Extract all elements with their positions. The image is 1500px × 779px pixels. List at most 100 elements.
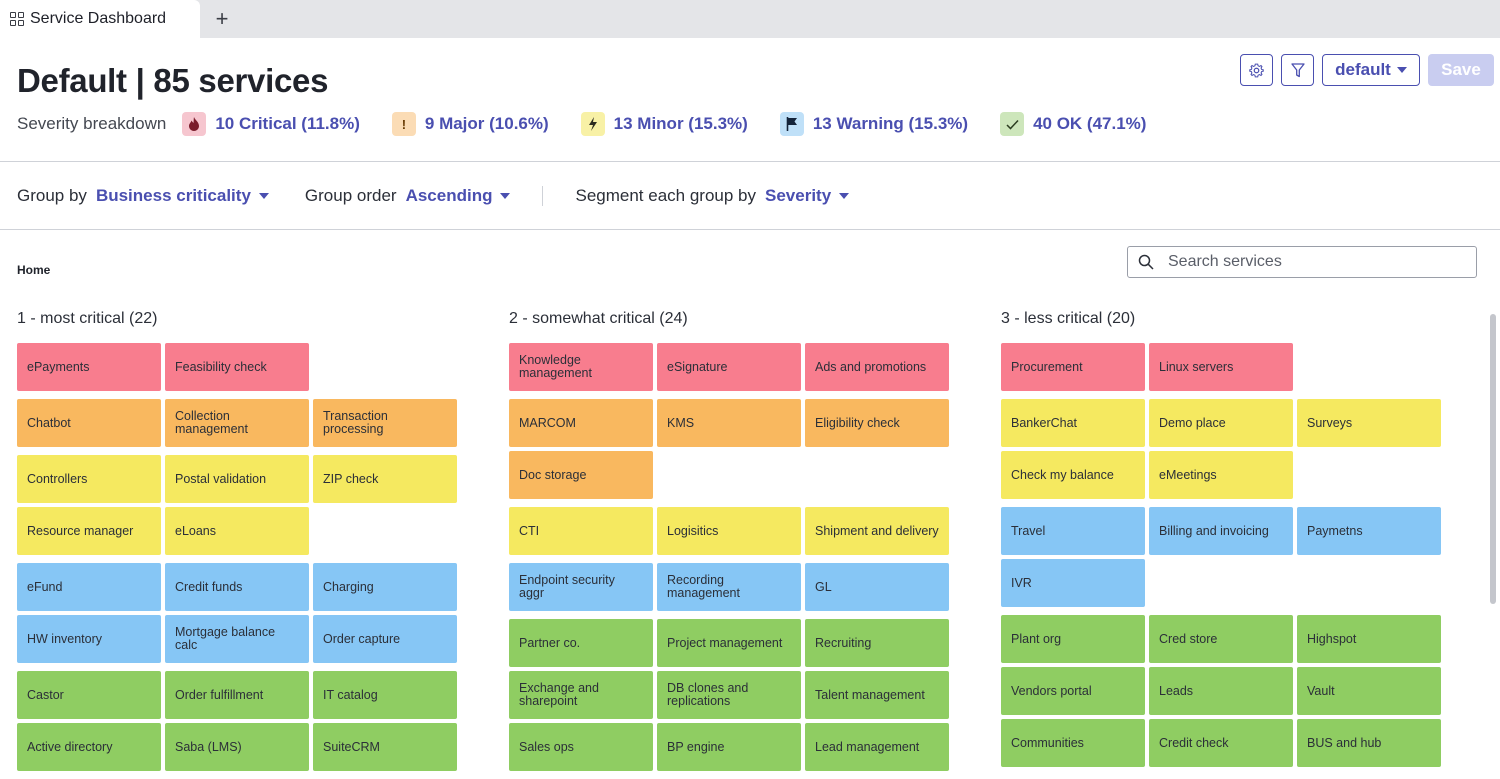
service-tile[interactable]: Eligibility check xyxy=(805,399,949,447)
service-tile[interactable]: eFund xyxy=(17,563,161,611)
severity-breakdown-label: Severity breakdown xyxy=(17,114,167,133)
service-tile[interactable]: HW inventory xyxy=(17,615,161,663)
service-tile[interactable]: Feasibility check xyxy=(165,343,309,391)
service-tile[interactable]: BankerChat xyxy=(1001,399,1145,447)
grid-icon xyxy=(10,12,24,26)
service-tile[interactable]: SuiteCRM xyxy=(313,723,457,771)
service-tile[interactable]: Resource manager xyxy=(17,507,161,555)
service-tile[interactable]: Logisitics xyxy=(657,507,801,555)
service-tile[interactable]: BUS and hub xyxy=(1297,719,1441,767)
service-tile[interactable]: DB clones and replications xyxy=(657,671,801,719)
header-toolbar: default Save xyxy=(1240,54,1500,86)
severity-ok[interactable]: 40 OK (47.1%) xyxy=(1000,112,1146,136)
service-tile[interactable]: Cred store xyxy=(1149,615,1293,663)
service-tile[interactable]: Highspot xyxy=(1297,615,1441,663)
service-tile[interactable]: Shipment and delivery xyxy=(805,507,949,555)
severity-segment-warning: eFund Credit funds Charging HW inventory Mor… xyxy=(17,563,465,663)
service-tile[interactable]: Lead management xyxy=(805,723,949,771)
service-tile[interactable]: Project management xyxy=(657,619,801,667)
severity-critical[interactable]: 10 Critical (11.8%) xyxy=(182,112,360,136)
service-tile[interactable]: Transaction processing xyxy=(313,399,457,447)
service-tile[interactable]: Chatbot xyxy=(17,399,161,447)
service-tile[interactable]: Active directory xyxy=(17,723,161,771)
severity-segment-minor: BankerChat Demo place Surveys Check my bala… xyxy=(1001,399,1449,499)
service-tile[interactable]: Credit funds xyxy=(165,563,309,611)
service-tile[interactable]: Collection management xyxy=(165,399,309,447)
service-tile[interactable]: Demo place xyxy=(1149,399,1293,447)
service-tile[interactable]: Communities xyxy=(1001,719,1145,767)
service-tile[interactable]: Doc storage xyxy=(509,451,653,499)
service-tile[interactable]: ZIP check xyxy=(313,455,457,503)
divider xyxy=(542,185,544,206)
service-tile[interactable]: Credit check xyxy=(1149,719,1293,767)
service-tile[interactable]: Mortgage balance calc xyxy=(165,615,309,663)
group-segments: ePayments Feasibility check Chatbot Collect… xyxy=(17,343,467,771)
service-tile[interactable]: Ads and promotions xyxy=(805,343,949,391)
service-tile[interactable]: BP engine xyxy=(657,723,801,771)
caret-down-icon xyxy=(839,192,850,199)
severity-breakdown: Severity breakdown 10 Critical (11.8%) !… xyxy=(17,111,1178,137)
service-tile[interactable]: Linux servers xyxy=(1149,343,1293,391)
group-by-control[interactable]: Group by Business criticality xyxy=(17,186,269,206)
service-tile[interactable]: CTI xyxy=(509,507,653,555)
service-tile[interactable]: Recording management xyxy=(657,563,801,611)
service-tile[interactable]: Controllers xyxy=(17,455,161,503)
service-tile[interactable]: Postal validation xyxy=(165,455,309,503)
save-button[interactable]: Save xyxy=(1428,54,1494,86)
caret-down-icon xyxy=(500,192,511,199)
service-tile[interactable]: Knowledge management xyxy=(509,343,653,391)
service-tile[interactable]: Recruiting xyxy=(805,619,949,667)
service-tile[interactable]: GL xyxy=(805,563,949,611)
check-icon xyxy=(1000,112,1025,136)
filter-button[interactable] xyxy=(1281,54,1314,86)
service-tile[interactable]: Charging xyxy=(313,563,457,611)
service-tile[interactable]: Order capture xyxy=(313,615,457,663)
search-input[interactable] xyxy=(1168,253,1458,271)
gear-icon xyxy=(1249,63,1264,77)
service-tile[interactable]: Vendors portal xyxy=(1001,667,1145,715)
service-tile[interactable]: Order fulfillment xyxy=(165,671,309,719)
view-select-dropdown[interactable]: default xyxy=(1322,54,1420,86)
service-tile[interactable]: Paymetns xyxy=(1297,507,1441,555)
service-tile[interactable]: Sales ops xyxy=(509,723,653,771)
service-tile[interactable]: Billing and invoicing xyxy=(1149,507,1293,555)
service-tile[interactable]: Talent management xyxy=(805,671,949,719)
settings-button[interactable] xyxy=(1240,54,1273,86)
group-order-control[interactable]: Group order Ascending xyxy=(305,186,511,206)
service-tile[interactable]: Endpoint security aggr xyxy=(509,563,653,611)
service-tile[interactable]: Procurement xyxy=(1001,343,1145,391)
service-tile[interactable]: Castor xyxy=(17,671,161,719)
service-tile[interactable]: MARCOM xyxy=(509,399,653,447)
service-tile[interactable]: Surveys xyxy=(1297,399,1441,447)
severity-major[interactable]: ! 9 Major (10.6%) xyxy=(391,112,549,136)
group-order-label: Group order xyxy=(304,185,397,205)
service-tile[interactable]: IT catalog xyxy=(313,671,457,719)
service-tile[interactable]: Plant org xyxy=(1001,615,1145,663)
new-tab-button[interactable]: + xyxy=(215,6,229,31)
service-tile[interactable]: Saba (LMS) xyxy=(165,723,309,771)
group-column-most-critical: 1 - most critical (22) ePayments Feasibil… xyxy=(17,310,467,779)
severity-warning[interactable]: 13 Warning (15.3%) xyxy=(779,112,969,136)
service-tile[interactable]: eMeetings xyxy=(1149,451,1293,499)
service-tile[interactable]: Vault xyxy=(1297,667,1441,715)
service-tile[interactable]: Partner co. xyxy=(509,619,653,667)
service-tile[interactable]: Travel xyxy=(1001,507,1145,555)
service-tile[interactable]: IVR xyxy=(1001,559,1145,607)
group-segments: Procurement Linux servers BankerChat Demo p… xyxy=(1001,343,1451,767)
severity-segment-warning: Endpoint security aggr Recording manageme… xyxy=(509,563,957,611)
severity-warning-label: 13 Warning (15.3%) xyxy=(812,114,969,133)
service-tile[interactable]: eLoans xyxy=(165,507,309,555)
service-tile[interactable]: ePayments xyxy=(17,343,161,391)
service-tile[interactable]: eSignature xyxy=(657,343,801,391)
fire-icon xyxy=(182,112,207,136)
service-tile[interactable]: Exchange and sharepoint xyxy=(509,671,653,719)
service-tile[interactable]: Leads xyxy=(1149,667,1293,715)
severity-minor[interactable]: 13 Minor (15.3%) xyxy=(580,112,748,136)
tab-service-dashboard[interactable]: Service Dashboard xyxy=(0,0,200,38)
service-tile[interactable]: KMS xyxy=(657,399,801,447)
scrollbar-thumb[interactable] xyxy=(1490,314,1496,604)
service-tile[interactable]: Check my balance xyxy=(1001,451,1145,499)
group-by-label: Group by xyxy=(17,185,87,205)
breadcrumb-home[interactable]: Home xyxy=(17,263,51,277)
segment-by-control[interactable]: Segment each group by Severity xyxy=(575,186,850,206)
